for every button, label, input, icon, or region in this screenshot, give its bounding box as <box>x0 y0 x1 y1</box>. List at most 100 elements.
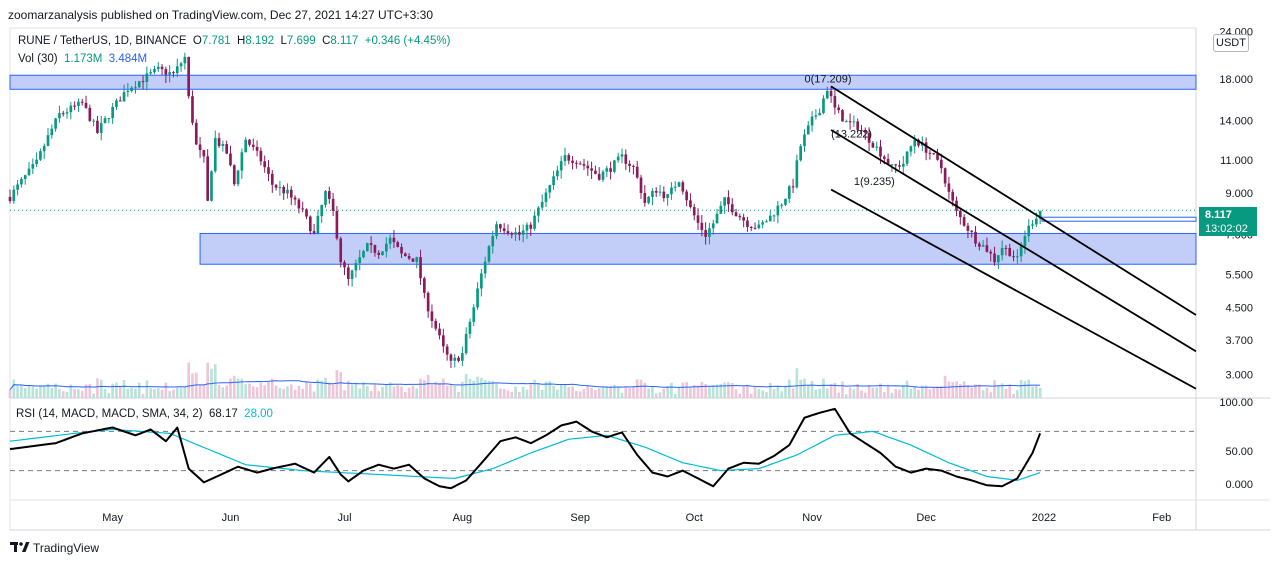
rsi-line <box>9 407 1042 490</box>
candle-body <box>613 160 616 172</box>
volume-bar <box>559 384 563 398</box>
change-value: +0.346 (+4.45%) <box>364 35 451 47</box>
volume-bar <box>96 378 99 398</box>
currency-badge[interactable]: USDT <box>1213 34 1249 52</box>
volume-bar <box>415 388 419 398</box>
volume-bar <box>955 381 958 398</box>
candles <box>8 52 1042 368</box>
candle-body <box>442 335 445 347</box>
volume-bar <box>153 389 156 398</box>
candle-body <box>715 213 719 224</box>
candle-body <box>50 128 54 136</box>
candle-body <box>909 146 913 152</box>
candle-body <box>913 139 917 147</box>
volume-bar <box>103 388 107 398</box>
candle-body <box>168 72 171 75</box>
volume-bar <box>567 387 571 398</box>
volume-bar <box>404 392 407 398</box>
volume-bar <box>392 386 396 398</box>
candle-body <box>974 231 977 244</box>
candle-body <box>118 100 122 102</box>
volume-bar <box>544 381 548 398</box>
candle-body <box>901 163 905 167</box>
candle-body <box>814 115 818 117</box>
candle-body <box>54 118 57 129</box>
time-tick-label: Jun <box>222 512 240 524</box>
volume-bar <box>168 391 171 398</box>
volume-bar <box>890 392 894 398</box>
candle-body <box>1038 210 1042 219</box>
candle-body <box>757 224 761 229</box>
candle-body <box>16 184 19 190</box>
rsi-tick-label: 0.000 <box>1225 479 1253 491</box>
volume-bar <box>647 388 650 398</box>
candle-body <box>943 168 947 184</box>
candle-body <box>343 262 346 268</box>
volume-bar <box>723 382 726 398</box>
candle-body <box>932 153 936 155</box>
volume-bar <box>749 393 753 398</box>
volume-bar <box>993 380 996 398</box>
volume-bar <box>841 381 844 398</box>
candle-body <box>289 189 293 198</box>
volume-bar <box>46 383 50 398</box>
volume-bar <box>575 390 578 398</box>
candle-body <box>719 205 723 214</box>
volume-bar <box>145 380 149 398</box>
candle-body <box>381 251 384 255</box>
volume-bar <box>423 380 426 398</box>
volume-bar <box>909 388 913 398</box>
time-tick-label: Oct <box>686 512 703 524</box>
candle-body <box>27 168 31 176</box>
candle-body <box>605 168 609 172</box>
candle-body <box>172 72 175 74</box>
candle-body <box>305 209 308 217</box>
volume-bar <box>1000 383 1004 398</box>
candle-body <box>582 164 586 166</box>
volume-bar <box>685 382 688 398</box>
volume-bar <box>708 386 711 398</box>
rsi-signal-value: 28.00 <box>244 408 273 420</box>
volume-bar <box>571 386 574 398</box>
volume-bar <box>628 387 631 398</box>
volume-bar <box>974 384 977 398</box>
volume-bar <box>635 379 639 398</box>
candle-body <box>130 87 133 91</box>
candle-body <box>145 73 149 82</box>
candle-body <box>278 186 282 188</box>
rsi-legend: RSI (14, MACD, MACD, SMA, 34, 2) 68.17 2… <box>16 408 273 420</box>
tradingview-logo[interactable]: TradingView <box>10 541 99 555</box>
volume-bar <box>871 387 875 398</box>
candle-body <box>1019 246 1023 257</box>
candle-body <box>111 106 114 119</box>
volume-bar <box>99 379 103 398</box>
volume-bar <box>920 385 924 398</box>
candle-body <box>852 121 856 123</box>
volume-bar <box>480 377 483 398</box>
candle-body <box>88 107 92 121</box>
low-label: L <box>280 35 287 47</box>
volume-bar <box>282 388 286 398</box>
candle-body <box>407 256 411 259</box>
candle-body <box>156 66 160 69</box>
candle-body <box>65 112 69 114</box>
volume-bar <box>270 378 274 398</box>
candle-body <box>213 138 217 172</box>
volume-bar <box>746 384 749 398</box>
candle-body <box>423 278 426 293</box>
candle-body <box>464 333 468 354</box>
candle-body <box>217 138 221 146</box>
volume-bar <box>232 375 236 398</box>
volume-bar <box>84 384 88 398</box>
candle-body <box>31 164 35 169</box>
volume-bar <box>236 378 240 398</box>
candle-body <box>639 177 643 193</box>
volume-bar <box>932 387 936 398</box>
volume-bar <box>365 386 369 398</box>
volume-bar <box>50 387 54 398</box>
symbol-legend: RUNE / TetherUS, 1D, BINANCE O7.781 H8.1… <box>18 35 450 47</box>
volume-bar <box>1012 393 1015 398</box>
volume-bar <box>175 387 179 398</box>
volume-bar <box>426 374 430 398</box>
